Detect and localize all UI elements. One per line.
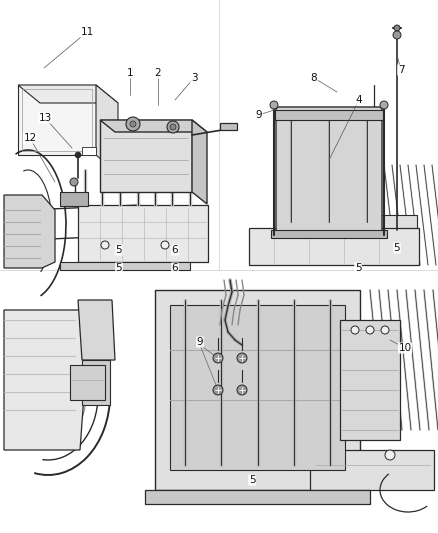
- Text: 13: 13: [39, 113, 52, 123]
- Circle shape: [101, 241, 109, 249]
- Text: 5: 5: [116, 263, 122, 273]
- Circle shape: [380, 101, 388, 109]
- Text: 11: 11: [81, 27, 94, 37]
- Polygon shape: [367, 215, 417, 265]
- Circle shape: [351, 326, 359, 334]
- Polygon shape: [60, 262, 190, 270]
- Polygon shape: [0, 270, 438, 533]
- Polygon shape: [4, 195, 55, 268]
- Polygon shape: [192, 120, 207, 204]
- Circle shape: [213, 385, 223, 395]
- Text: 9: 9: [197, 337, 203, 347]
- Polygon shape: [100, 120, 192, 192]
- Polygon shape: [220, 123, 237, 130]
- Text: 6: 6: [172, 263, 178, 273]
- Circle shape: [270, 101, 278, 109]
- Circle shape: [70, 178, 78, 186]
- Polygon shape: [155, 290, 360, 490]
- Polygon shape: [82, 360, 110, 405]
- Circle shape: [366, 326, 374, 334]
- Text: 7: 7: [398, 65, 404, 75]
- Polygon shape: [145, 490, 370, 504]
- Polygon shape: [18, 85, 118, 103]
- Circle shape: [167, 121, 179, 133]
- Text: 3: 3: [191, 73, 197, 83]
- Polygon shape: [78, 205, 208, 262]
- Polygon shape: [70, 365, 105, 400]
- Polygon shape: [275, 110, 383, 120]
- Circle shape: [130, 121, 136, 127]
- Polygon shape: [340, 320, 400, 440]
- Polygon shape: [170, 305, 345, 470]
- Circle shape: [75, 152, 81, 158]
- Polygon shape: [96, 85, 118, 173]
- Text: 5: 5: [116, 245, 122, 255]
- Polygon shape: [0, 0, 219, 270]
- Text: 8: 8: [311, 73, 317, 83]
- Text: 5: 5: [394, 243, 400, 253]
- Polygon shape: [4, 310, 88, 450]
- Polygon shape: [18, 85, 96, 155]
- Circle shape: [170, 124, 176, 130]
- FancyBboxPatch shape: [276, 107, 382, 233]
- Text: 10: 10: [399, 343, 412, 353]
- Polygon shape: [249, 228, 419, 265]
- Polygon shape: [219, 0, 438, 270]
- Polygon shape: [78, 300, 115, 360]
- Circle shape: [237, 353, 247, 363]
- Polygon shape: [100, 120, 207, 132]
- Text: 6: 6: [172, 245, 178, 255]
- Text: 5: 5: [249, 475, 255, 485]
- Circle shape: [385, 450, 395, 460]
- Polygon shape: [271, 230, 387, 238]
- Polygon shape: [82, 147, 96, 155]
- Text: 12: 12: [23, 133, 37, 143]
- Circle shape: [213, 353, 223, 363]
- Circle shape: [394, 25, 400, 31]
- Polygon shape: [60, 192, 88, 206]
- Circle shape: [161, 241, 169, 249]
- Text: 9: 9: [256, 110, 262, 120]
- Polygon shape: [310, 450, 434, 490]
- Text: 1: 1: [127, 68, 133, 78]
- Circle shape: [126, 117, 140, 131]
- Circle shape: [381, 326, 389, 334]
- Circle shape: [237, 385, 247, 395]
- Text: 2: 2: [155, 68, 161, 78]
- Circle shape: [393, 31, 401, 39]
- Text: 5: 5: [355, 263, 361, 273]
- Text: 4: 4: [356, 95, 362, 105]
